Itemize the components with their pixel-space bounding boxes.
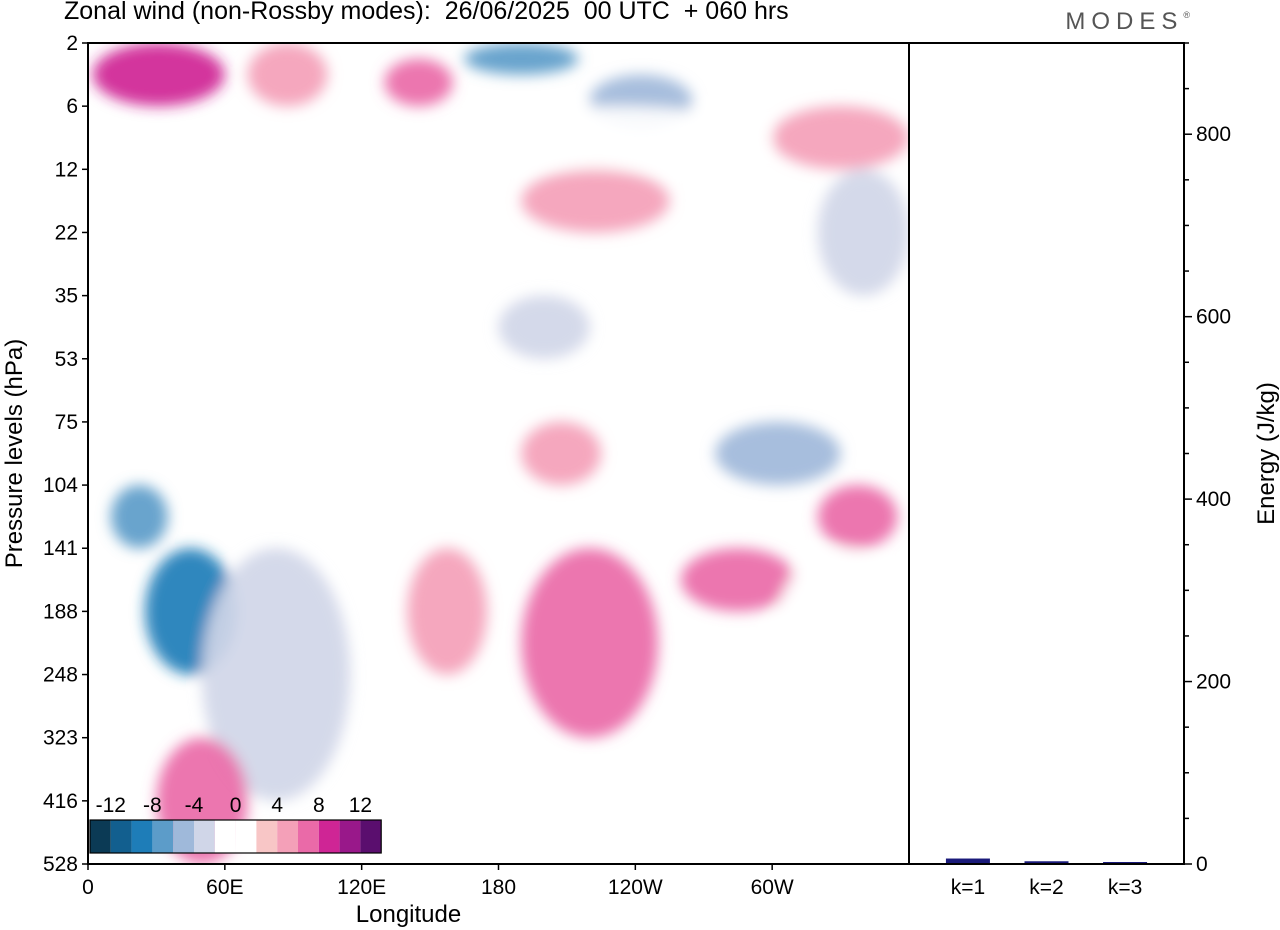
- colorbar-label-4: 4: [271, 794, 283, 817]
- heatmap-cell-11: [521, 421, 602, 486]
- energy-bar-0: [945, 858, 990, 864]
- colorbar-swatch-5: [194, 820, 215, 853]
- brand-logo: MODES®: [1065, 8, 1190, 36]
- heatmap-cell-18: [521, 548, 659, 738]
- energy-bar-label-1: k=2: [1029, 876, 1063, 899]
- heatmap-cells: [88, 43, 909, 864]
- colorbar-swatch-0: [90, 820, 111, 853]
- y-tick-label-0: 2: [66, 32, 78, 55]
- y-tick-label-2: 12: [55, 158, 78, 181]
- colorbar-label-6: 12: [349, 794, 372, 817]
- heatmap-cell-7: [772, 106, 909, 170]
- heatmap-cell-0: [92, 43, 225, 107]
- energy-bar-label-2: k=3: [1108, 876, 1142, 899]
- y-tick-label-12: 416: [43, 790, 78, 813]
- colorbar-swatch-11: [318, 820, 340, 853]
- energy-bar-label-0: k=1: [951, 876, 985, 899]
- y-tick-label-8: 141: [43, 537, 78, 560]
- colorbar-swatch-2: [131, 820, 153, 853]
- colorbar-swatch-10: [298, 820, 319, 853]
- heatmap-cell-9: [817, 169, 909, 296]
- heatmap-cell-16: [202, 548, 351, 801]
- heatmap-cell-3: [464, 43, 579, 75]
- energy-bar-1: [1024, 861, 1069, 864]
- energy-axis-label: Energy (J/kg): [1253, 382, 1280, 525]
- y-tick-label-11: 323: [43, 727, 78, 750]
- brand-text: MODES: [1065, 8, 1184, 35]
- heatmap-cell-14: [110, 485, 168, 549]
- x-tick-label-3: 180: [481, 876, 516, 899]
- colorbar-label-2: -4: [185, 794, 204, 817]
- colorbar-swatch-8: [256, 820, 278, 853]
- heatmap-cell-17: [407, 548, 488, 675]
- heatmap-cell-19: [680, 548, 795, 612]
- colorbar-swatch-9: [277, 820, 298, 853]
- colorbar-swatch-13: [360, 820, 382, 853]
- colorbar-swatch-1: [110, 820, 132, 853]
- colorbar-label-1: -8: [143, 794, 162, 817]
- y-tick-label-9: 188: [43, 600, 78, 623]
- energy-tick-label-1: 200: [1196, 671, 1231, 694]
- y-tick-label-13: 528: [43, 853, 78, 876]
- energy-tick-label-4: 800: [1196, 123, 1231, 146]
- colorbar-swatch-4: [173, 820, 194, 853]
- energy-tick-label-0: 0: [1196, 853, 1208, 876]
- colorbar-label-3: 0: [230, 794, 242, 817]
- heatmap-cell-8: [88, 169, 214, 233]
- colorbar-label-5: 8: [313, 794, 325, 817]
- colorbar-swatch-7: [235, 820, 257, 853]
- heatmap-cell-13: [817, 485, 898, 549]
- energy-tick-label-3: 600: [1196, 306, 1231, 329]
- energy-bar-chart: k=1 k=2 k=3 0 200 400 600 800: [945, 42, 1231, 899]
- y-tick-label-4: 35: [55, 285, 78, 308]
- heatmap-cell-12: [715, 421, 841, 486]
- heatmap-plot: [88, 43, 909, 864]
- colorbar-label-0: -12: [96, 794, 126, 817]
- y-tick-label-3: 22: [55, 221, 78, 244]
- brand-registered-mark: ®: [1183, 10, 1190, 20]
- x-tick-label-2: 120E: [337, 876, 386, 899]
- y-axis-label: Pressure levels (hPa): [1, 339, 28, 568]
- x-tick-label-1: 60E: [206, 876, 243, 899]
- colorbar-frame: [89, 819, 382, 854]
- x-tick-label-0: 0: [82, 876, 94, 899]
- heatmap-axes: 0 60E 120E 180 120W 60W 2 6 12 22 35 53 75 104 141 188 2…: [43, 32, 794, 899]
- colorbar-swatch-6: [214, 820, 236, 853]
- y-tick-label-5: 53: [55, 348, 78, 371]
- y-tick-label-7: 104: [43, 474, 78, 497]
- heatmap-cell-10: [498, 295, 590, 359]
- heatmap-cell-6: [521, 169, 670, 233]
- heatmap-cell-5: [452, 106, 773, 170]
- chart-title: Zonal wind (non-Rossby modes): 26/06/202…: [64, 0, 789, 25]
- x-tick-label-5: 60W: [751, 876, 794, 899]
- x-axis-label: Longitude: [356, 901, 461, 928]
- x-tick-label-4: 120W: [608, 876, 663, 899]
- plot-frame: [87, 42, 1185, 865]
- y-tick-label-1: 6: [66, 95, 78, 118]
- colorbar-legend: -12 -8 -4 0 4 8 12: [89, 794, 382, 854]
- energy-tick-label-2: 400: [1196, 488, 1231, 511]
- y-tick-label-6: 75: [55, 411, 78, 434]
- heatmap-cell-20: [772, 548, 909, 738]
- colorbar-swatch-3: [152, 820, 174, 853]
- heatmap-cell-2: [384, 58, 453, 107]
- y-tick-label-10: 248: [43, 664, 78, 687]
- colorbar-swatch-12: [339, 820, 361, 853]
- heatmap-cell-1: [247, 43, 328, 107]
